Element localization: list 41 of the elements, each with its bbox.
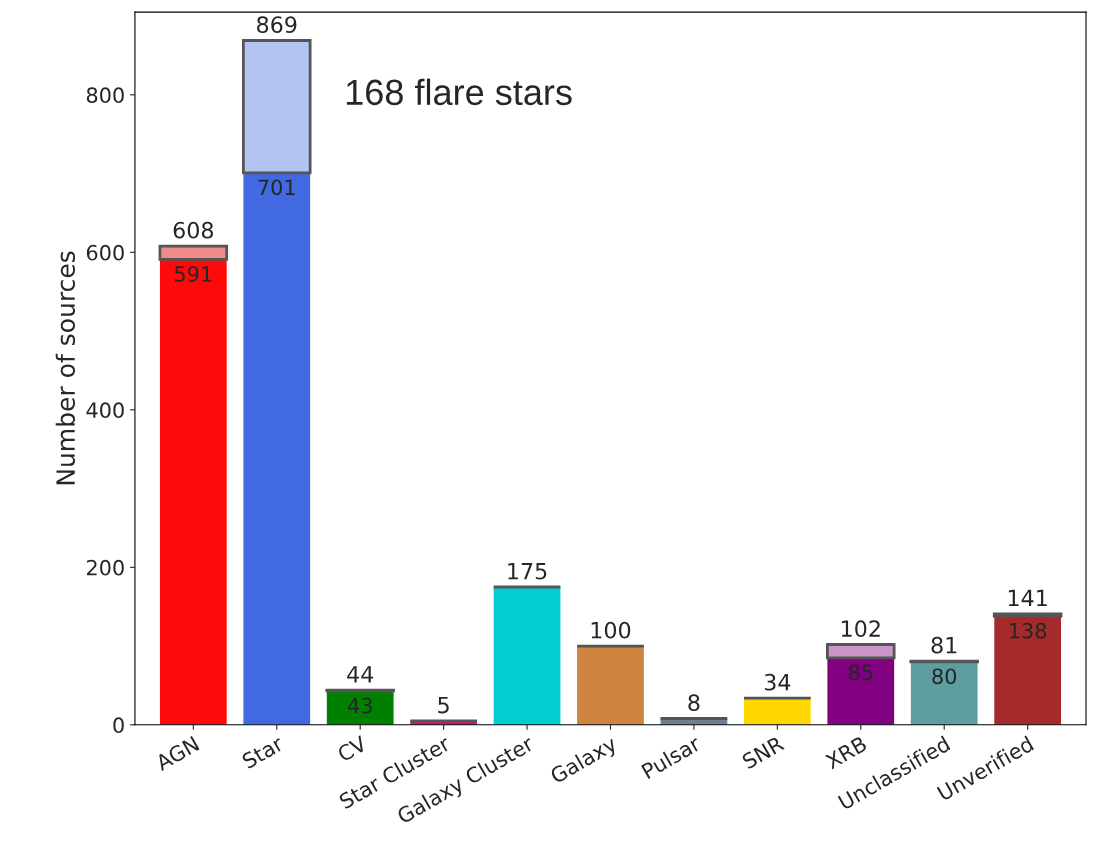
data-label: 43 — [347, 697, 372, 714]
bar — [158, 244, 229, 261]
y-axis-title: Number of sources — [55, 251, 76, 485]
bar — [994, 616, 1061, 725]
data-label: 591 — [175, 266, 212, 282]
bar — [493, 587, 561, 725]
y-tick-label: 400 — [86, 402, 124, 419]
bar — [826, 643, 896, 660]
x-tick-label: CV — [336, 734, 369, 763]
data-label: 85 — [848, 664, 873, 681]
total-label: 81 — [931, 636, 957, 654]
data-label: 80 — [932, 668, 957, 685]
bar — [326, 690, 394, 725]
x-tick-label: Star — [241, 734, 285, 770]
total-label: 608 — [173, 221, 214, 239]
x-tick-label: AGN — [154, 735, 200, 772]
annotation: 168 flare stars — [346, 78, 572, 106]
bar — [992, 612, 1063, 618]
y-tick-label: 200 — [86, 559, 124, 576]
y-tick-label: 600 — [86, 244, 124, 261]
total-label: 102 — [842, 620, 880, 638]
bar — [159, 259, 227, 725]
total-label: 175 — [508, 563, 547, 580]
total-label: 44 — [347, 666, 374, 683]
total-label: 869 — [257, 16, 297, 34]
bar — [243, 172, 311, 725]
data-label: 138 — [1010, 622, 1047, 639]
bar — [577, 646, 644, 725]
y-tick-label: 800 — [86, 87, 124, 104]
total-label: 5 — [438, 696, 449, 714]
data-label: 701 — [258, 179, 295, 196]
bar — [242, 39, 312, 175]
y-tick-label: 0 — [113, 717, 124, 734]
bar — [910, 661, 978, 725]
total-label: 141 — [1008, 589, 1047, 607]
bar — [743, 698, 811, 725]
total-label: 8 — [688, 694, 700, 712]
x-tick-label: SNR — [741, 735, 785, 770]
total-label: 34 — [764, 673, 791, 691]
bar — [827, 657, 895, 725]
total-label: 100 — [591, 621, 631, 639]
